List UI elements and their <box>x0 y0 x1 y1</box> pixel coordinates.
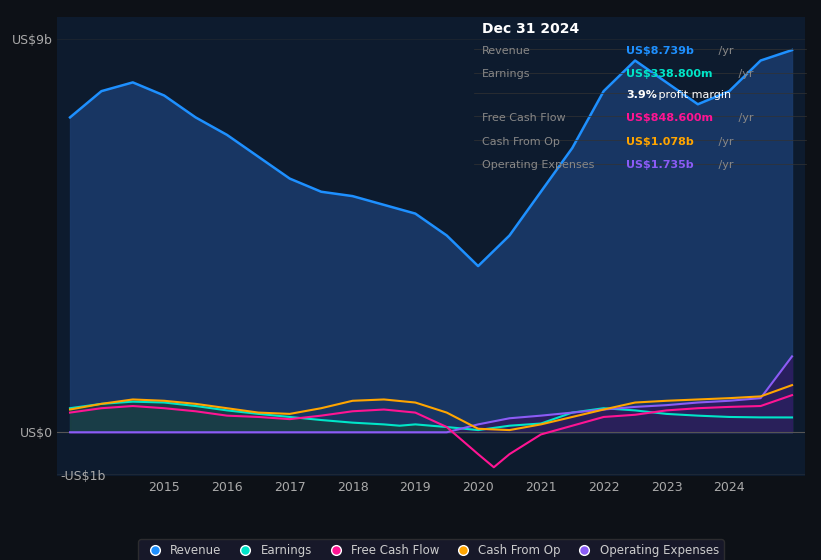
Text: US$1.735b: US$1.735b <box>626 160 694 170</box>
Text: Earnings: Earnings <box>481 69 530 80</box>
Text: 3.9%: 3.9% <box>626 90 657 100</box>
Text: /yr: /yr <box>735 113 754 123</box>
Text: /yr: /yr <box>715 160 734 170</box>
Text: /yr: /yr <box>735 69 754 80</box>
Legend: Revenue, Earnings, Free Cash Flow, Cash From Op, Operating Expenses: Revenue, Earnings, Free Cash Flow, Cash … <box>139 539 723 560</box>
Text: Dec 31 2024: Dec 31 2024 <box>481 22 579 36</box>
Text: /yr: /yr <box>715 137 734 147</box>
Text: US$1.078b: US$1.078b <box>626 137 694 147</box>
Text: profit margin: profit margin <box>654 90 731 100</box>
Text: Revenue: Revenue <box>481 46 530 56</box>
Text: /yr: /yr <box>715 46 734 56</box>
Text: Cash From Op: Cash From Op <box>481 137 559 147</box>
Text: -US$1b: -US$1b <box>61 469 106 483</box>
Text: Operating Expenses: Operating Expenses <box>481 160 594 170</box>
Text: US$338.800m: US$338.800m <box>626 69 713 80</box>
Text: US$8.739b: US$8.739b <box>626 46 694 56</box>
Text: Free Cash Flow: Free Cash Flow <box>481 113 565 123</box>
Text: US$848.600m: US$848.600m <box>626 113 713 123</box>
